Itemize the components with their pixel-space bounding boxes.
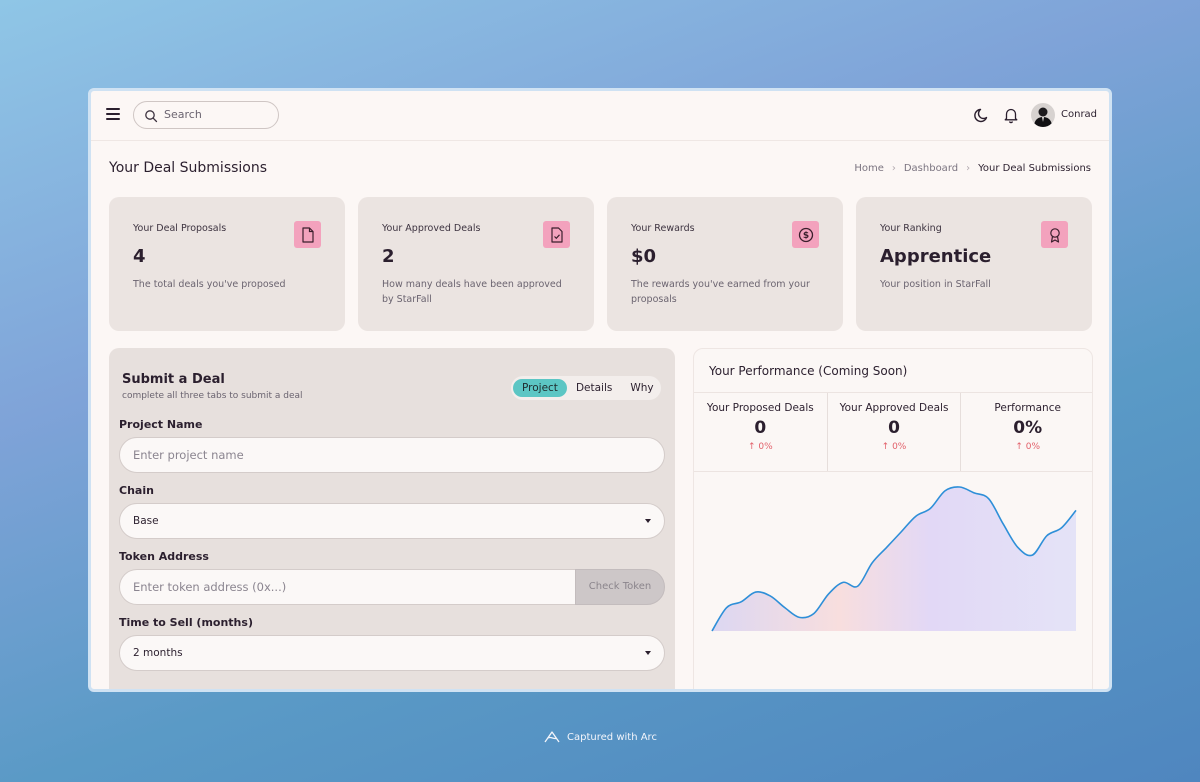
- chart-line: [711, 486, 1077, 632]
- perf-stat-change: ↑ 0%: [961, 442, 1092, 452]
- chain-value: Base: [133, 515, 159, 527]
- breadcrumb-dashboard[interactable]: Dashboard: [903, 163, 959, 174]
- perf-stat-label: Your Approved Deals: [839, 402, 949, 414]
- arrow-up-icon: ↑: [881, 442, 893, 452]
- perf-stat-change: ↑ 0%: [694, 442, 827, 452]
- form-subtitle: complete all three tabs to submit a deal: [122, 391, 303, 401]
- time-to-sell-value: 2 months: [133, 647, 183, 659]
- svg-text:$: $: [802, 231, 808, 241]
- capture-footer: Captured with Arc: [0, 730, 1200, 744]
- token-address-input[interactable]: Enter token address (0x...): [119, 569, 579, 605]
- tab-details[interactable]: Details: [575, 382, 613, 394]
- stat-label: Your Deal Proposals: [133, 223, 227, 234]
- tab-project[interactable]: Project: [513, 379, 567, 397]
- stat-description: Your position in StarFall: [880, 279, 991, 290]
- breadcrumb-home[interactable]: Home: [854, 163, 884, 174]
- stat-value: 4: [133, 246, 146, 267]
- performance-area-chart: [711, 486, 1077, 632]
- stat-card-ranking: Your Ranking Apprentice Your position in…: [856, 197, 1092, 331]
- form-tabs: Project Details Why: [511, 376, 661, 400]
- performance-panel: Your Performance (Coming Soon) Your Prop…: [693, 348, 1093, 689]
- arrow-up-icon: ↑: [1015, 442, 1026, 452]
- performance-stats: Your Proposed Deals 0 ↑ 0% Your Approved…: [694, 393, 1092, 471]
- stat-description: The total deals you've proposed: [133, 279, 286, 290]
- form-title: Submit a Deal: [122, 372, 225, 387]
- search-input[interactable]: Search: [133, 101, 279, 129]
- tab-why[interactable]: Why: [630, 382, 654, 394]
- perf-stat-value: 0: [754, 418, 767, 438]
- time-to-sell-label: Time to Sell (months): [119, 616, 253, 629]
- perf-stat-value: 0%: [1013, 418, 1043, 438]
- username[interactable]: Conrad: [1061, 109, 1098, 120]
- arc-logo-icon: [544, 731, 560, 743]
- breadcrumb-current: Your Deal Submissions: [978, 163, 1091, 174]
- caret-down-icon: [645, 651, 651, 655]
- chart-area-fill: [712, 486, 1076, 631]
- bell-icon[interactable]: [1002, 106, 1020, 124]
- chevron-right-icon: ›: [891, 163, 896, 174]
- stat-label: Your Approved Deals: [382, 223, 481, 234]
- moon-icon[interactable]: [973, 106, 991, 124]
- chevron-right-icon: ›: [966, 163, 971, 174]
- search-placeholder: Search: [164, 108, 202, 121]
- caret-down-icon: [645, 519, 651, 523]
- perf-stat-performance: Performance 0% ↑ 0%: [960, 393, 1092, 471]
- avatar[interactable]: [1031, 103, 1055, 127]
- perf-stat-label: Your Proposed Deals: [706, 402, 814, 414]
- stat-description: The rewards you've earned from your prop…: [631, 279, 810, 305]
- stat-card-approved: Your Approved Deals 2 How many deals hav…: [358, 197, 594, 331]
- stat-description: How many deals have been approved by Sta…: [382, 279, 562, 305]
- page-title: Your Deal Submissions: [109, 160, 268, 176]
- perf-stat-proposed: Your Proposed Deals 0 ↑ 0%: [694, 393, 827, 471]
- perf-stat-change-value: 0%: [758, 442, 773, 452]
- stat-label: Your Rewards: [631, 223, 695, 234]
- stat-value: Apprentice: [880, 246, 992, 267]
- stat-card-proposals: Your Deal Proposals 4 The total deals yo…: [109, 197, 345, 331]
- time-to-sell-select[interactable]: 2 months: [119, 635, 665, 671]
- performance-title: Your Performance (Coming Soon): [709, 364, 908, 378]
- stat-value: $0: [631, 246, 657, 267]
- divider: [694, 392, 1092, 393]
- submit-deal-panel: Submit a Deal complete all three tabs to…: [109, 348, 675, 689]
- stat-label: Your Ranking: [880, 223, 942, 234]
- breadcrumb: Home › Dashboard › Your Deal Submissions: [854, 163, 1091, 174]
- perf-stat-approved: Your Approved Deals 0 ↑ 0%: [826, 393, 961, 471]
- token-address-group: Enter token address (0x...) Check Token: [119, 569, 665, 605]
- perf-stat-change-value: 0%: [892, 442, 907, 452]
- top-bar: Search Conrad: [91, 91, 1109, 141]
- perf-stat-change-value: 0%: [1025, 442, 1041, 452]
- app-window: Search Conrad Your Deal Submissions Home…: [88, 88, 1112, 692]
- chain-select[interactable]: Base: [119, 503, 665, 539]
- capture-text: Captured with Arc: [567, 731, 657, 743]
- document-check-icon: [543, 221, 570, 248]
- award-icon: [1041, 221, 1068, 248]
- stat-card-rewards: Your Rewards $0 The rewards you've earne…: [607, 197, 843, 331]
- divider: [694, 471, 1092, 472]
- project-name-label: Project Name: [119, 418, 203, 431]
- dollar-coin-icon: $: [792, 221, 819, 248]
- arrow-up-icon: ↑: [747, 442, 759, 452]
- chain-label: Chain: [119, 484, 154, 497]
- document-icon: [294, 221, 321, 248]
- search-icon: [145, 110, 158, 123]
- perf-stat-change: ↑ 0%: [828, 442, 961, 452]
- perf-stat-label: Performance: [994, 402, 1061, 414]
- perf-stat-value: 0: [888, 418, 900, 438]
- stat-value: 2: [382, 246, 395, 267]
- project-name-input[interactable]: Enter project name: [119, 437, 665, 473]
- check-token-button[interactable]: Check Token: [575, 569, 665, 605]
- menu-icon[interactable]: [106, 108, 120, 120]
- token-address-label: Token Address: [119, 550, 209, 563]
